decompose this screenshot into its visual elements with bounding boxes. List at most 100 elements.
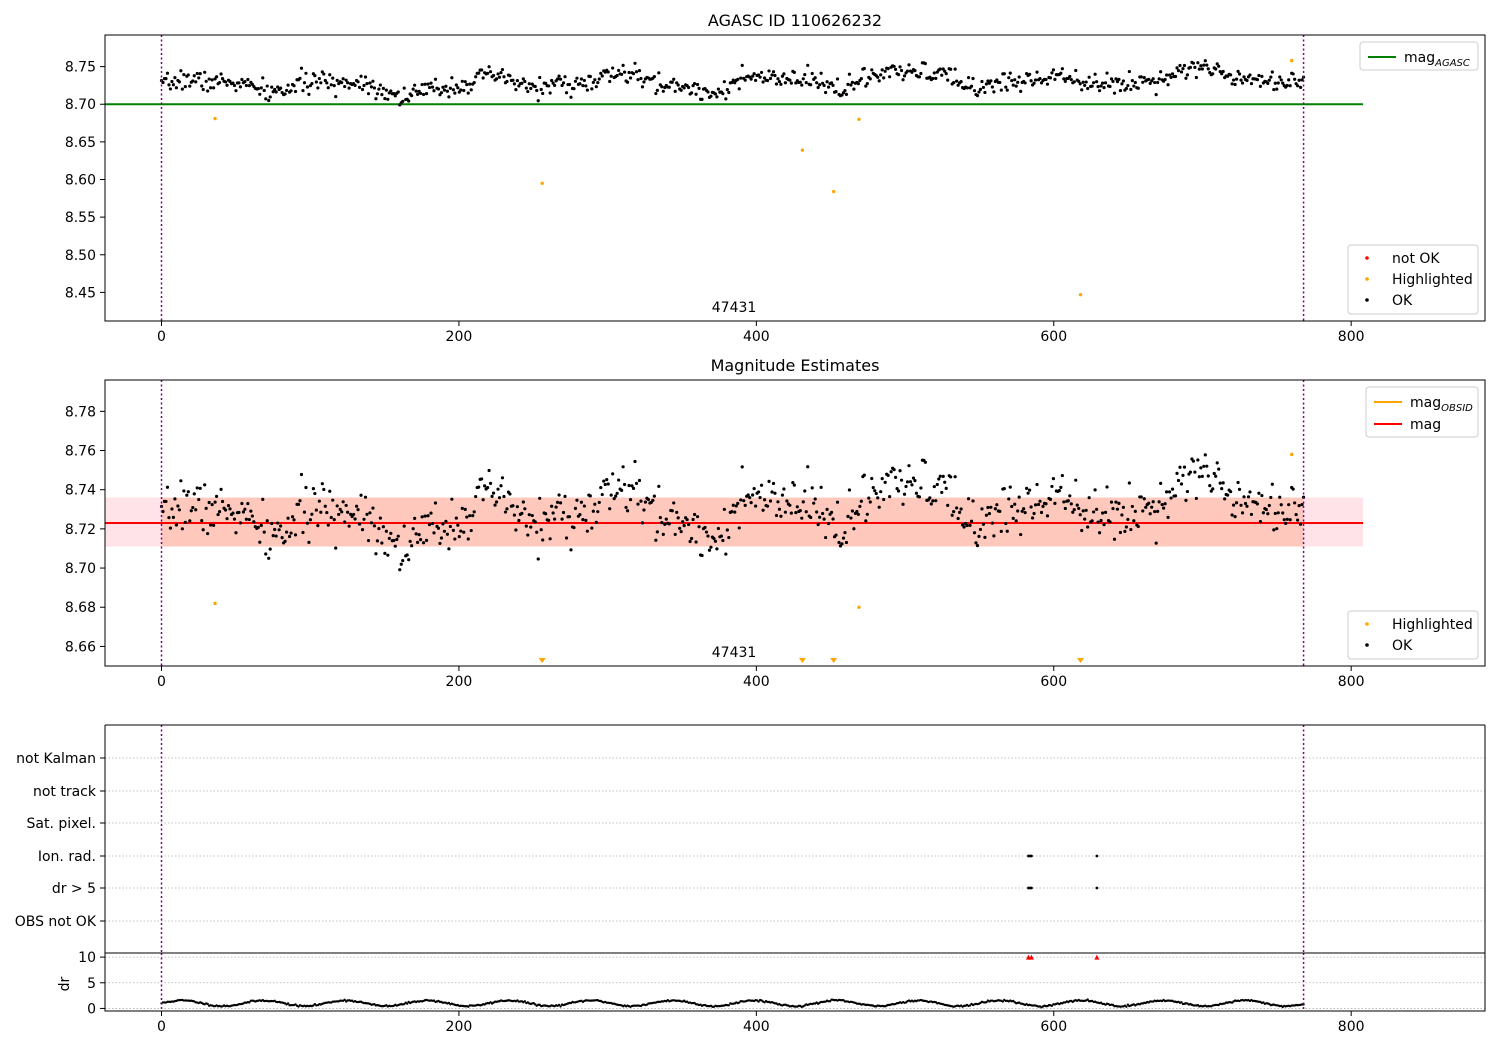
- ok-point: [1191, 459, 1195, 463]
- ok-point: [548, 537, 552, 541]
- highlighted-point: [1078, 292, 1083, 297]
- ok-point: [421, 92, 426, 97]
- ok-point: [801, 500, 805, 504]
- ok-point: [1164, 73, 1169, 77]
- ok-point: [1081, 80, 1085, 84]
- ok-point: [721, 92, 725, 96]
- ok-point: [1214, 474, 1218, 478]
- ok-point: [1287, 503, 1291, 507]
- ok-point: [488, 70, 493, 74]
- ok-point: [1111, 506, 1115, 511]
- agasc-y-tick-label: 8.60: [65, 173, 96, 189]
- ok-point: [293, 89, 298, 94]
- ok-point: [337, 512, 341, 517]
- ok-point: [800, 83, 804, 87]
- ok-point: [533, 84, 537, 89]
- ok-point: [876, 75, 880, 79]
- ok-point: [279, 524, 283, 528]
- ok-point: [588, 494, 592, 498]
- ok-point: [1214, 67, 1218, 71]
- ok-point: [679, 88, 683, 92]
- ok-point: [430, 521, 435, 526]
- ok-point: [880, 477, 884, 481]
- ok-point: [413, 83, 417, 87]
- ok-point: [919, 71, 923, 76]
- ok-point: [389, 531, 393, 535]
- ok-point: [1142, 497, 1146, 501]
- ok-point: [375, 92, 380, 96]
- ok-point: [882, 497, 886, 502]
- ok-point: [547, 518, 551, 523]
- ok-point: [1217, 467, 1221, 471]
- ok-point: [1016, 80, 1020, 84]
- ok-point: [639, 76, 643, 81]
- ok-point: [736, 77, 740, 81]
- ok-point: [238, 521, 243, 525]
- ok-point: [670, 509, 674, 513]
- off-scale-marker: [1077, 658, 1085, 663]
- ok-point: [1202, 63, 1206, 67]
- ok-point: [733, 81, 737, 85]
- dr-point: [1086, 998, 1089, 1001]
- ok-point: [934, 76, 938, 80]
- ok-point: [889, 470, 893, 474]
- ok-point: [1136, 86, 1140, 90]
- ok-point: [520, 511, 524, 515]
- ok-point: [433, 77, 438, 81]
- ok-point: [1133, 80, 1137, 85]
- ok-point: [768, 499, 773, 503]
- ok-point: [652, 494, 656, 498]
- ok-point: [783, 510, 788, 514]
- ok-point: [232, 83, 237, 88]
- ok-point: [517, 84, 521, 88]
- ok-point: [631, 72, 636, 76]
- ok-point: [369, 521, 374, 525]
- agasc-panel-data: [105, 35, 1364, 321]
- ok-point: [779, 514, 783, 518]
- ok-point: [1014, 519, 1018, 523]
- ok-point: [850, 80, 855, 84]
- ok-point: [804, 510, 808, 514]
- off-scale-marker: [538, 658, 546, 663]
- dr-point: [727, 1004, 731, 1007]
- ok-point: [1100, 511, 1105, 515]
- ok-point: [1010, 78, 1014, 83]
- ok-point: [1297, 504, 1301, 508]
- ok-point: [1249, 512, 1254, 517]
- ok-point: [841, 536, 846, 540]
- ok-point: [751, 493, 755, 497]
- ok-point: [585, 529, 589, 533]
- ok-point: [197, 497, 201, 502]
- ok-point: [946, 503, 950, 507]
- ok-point: [262, 88, 266, 93]
- ok-point: [561, 510, 566, 515]
- magnitude-legend-label: mag: [1410, 417, 1441, 433]
- flag-point: [1030, 886, 1033, 890]
- ok-point: [316, 86, 320, 90]
- ok-point: [676, 83, 680, 87]
- ok-point: [704, 530, 709, 534]
- ok-point: [304, 485, 308, 490]
- ok-point: [719, 534, 723, 538]
- ok-point: [311, 487, 315, 491]
- ok-point: [904, 484, 908, 489]
- ok-point: [1270, 70, 1274, 74]
- ok-point: [1291, 72, 1295, 76]
- ok-point: [578, 82, 582, 86]
- ok-point: [335, 504, 339, 508]
- ok-point: [326, 86, 330, 90]
- ok-point: [474, 75, 478, 79]
- ok-point: [913, 479, 917, 483]
- ok-point: [1102, 523, 1106, 527]
- ok-point: [584, 518, 588, 523]
- magnitude-x-tick-label: 400: [743, 674, 770, 690]
- ok-point: [296, 502, 301, 506]
- ok-point: [544, 512, 548, 516]
- ok-point: [1127, 481, 1131, 485]
- ok-point: [380, 541, 384, 545]
- ok-point: [928, 75, 932, 79]
- ok-point: [305, 521, 310, 525]
- ok-point: [270, 521, 274, 526]
- ok-point: [1041, 504, 1045, 508]
- ok-point: [1028, 488, 1032, 492]
